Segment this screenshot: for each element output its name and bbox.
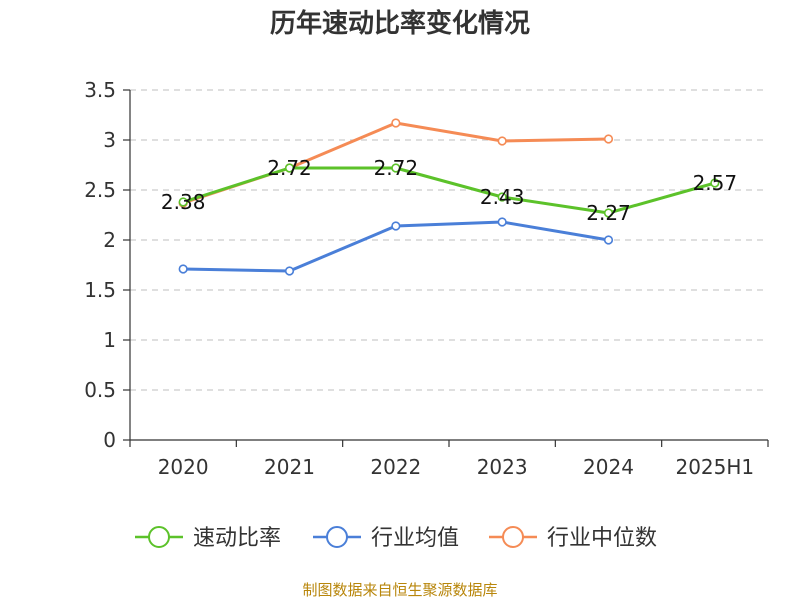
data-point bbox=[603, 235, 614, 245]
legend-marker-icon bbox=[148, 526, 170, 548]
data-label: 2.38 bbox=[161, 190, 206, 214]
x-tick-label: 2022 bbox=[370, 455, 421, 479]
y-tick-label: 0.5 bbox=[84, 378, 116, 402]
legend-marker-icon bbox=[502, 526, 524, 548]
data-point bbox=[178, 197, 188, 207]
data-point bbox=[497, 136, 507, 146]
data-label: 2.27 bbox=[586, 201, 631, 225]
data-point bbox=[284, 163, 295, 173]
data-label: 2.43 bbox=[480, 185, 525, 209]
data-point bbox=[497, 217, 507, 227]
data-labels: 2.38 2.72 2.72 2.43 2.27 2.57 bbox=[161, 156, 737, 225]
data-label: 2.72 bbox=[374, 156, 419, 180]
data-point bbox=[391, 221, 401, 231]
legend-item: 行业均值 bbox=[313, 526, 459, 551]
data-point bbox=[603, 208, 614, 218]
data-point bbox=[391, 163, 401, 173]
chart-title: 历年速动比率变化情况 bbox=[270, 8, 530, 39]
data-point bbox=[603, 134, 614, 144]
x-tick-label: 2024 bbox=[583, 455, 634, 479]
y-tick-label: 1 bbox=[103, 328, 116, 352]
y-tick-label: 2 bbox=[103, 228, 116, 252]
grid-lines bbox=[130, 89, 768, 391]
x-tick-label: 2023 bbox=[477, 455, 528, 479]
data-point bbox=[710, 178, 720, 188]
x-tick-label: 2021 bbox=[264, 455, 315, 479]
x-tick-label: 2020 bbox=[158, 455, 209, 479]
legend-item: 速动比率 bbox=[135, 526, 281, 551]
source-note: 制图数据来自恒生聚源数据库 bbox=[302, 581, 497, 599]
legend-label: 行业中位数 bbox=[547, 526, 657, 551]
legend-label: 速动比率 bbox=[193, 526, 281, 551]
data-label: 2.57 bbox=[693, 171, 738, 195]
legend: 速动比率 行业均值 行业中位数 bbox=[135, 526, 657, 551]
series-layer bbox=[178, 118, 720, 276]
legend-marker-icon bbox=[326, 526, 348, 548]
legend-label: 行业均值 bbox=[371, 526, 459, 551]
y-tick-label: 2.5 bbox=[84, 178, 116, 202]
axes: 0 0.5 1 1.5 2 2.5 3 3.5 2020 2021 2022 2023 2024 2025… bbox=[84, 78, 769, 479]
y-tick-label: 1.5 bbox=[84, 278, 116, 302]
data-label: 2.72 bbox=[267, 156, 312, 180]
legend-item: 行业中位数 bbox=[489, 526, 657, 551]
data-point bbox=[391, 118, 401, 128]
data-point bbox=[178, 264, 188, 274]
y-tick-label: 0 bbox=[103, 428, 116, 452]
data-point bbox=[284, 266, 295, 276]
x-tick-label: 2025H1 bbox=[675, 455, 754, 479]
series-line-0 bbox=[182, 166, 716, 215]
y-tick-label: 3 bbox=[103, 128, 116, 152]
data-point bbox=[497, 192, 507, 202]
y-tick-label: 3.5 bbox=[84, 78, 116, 102]
